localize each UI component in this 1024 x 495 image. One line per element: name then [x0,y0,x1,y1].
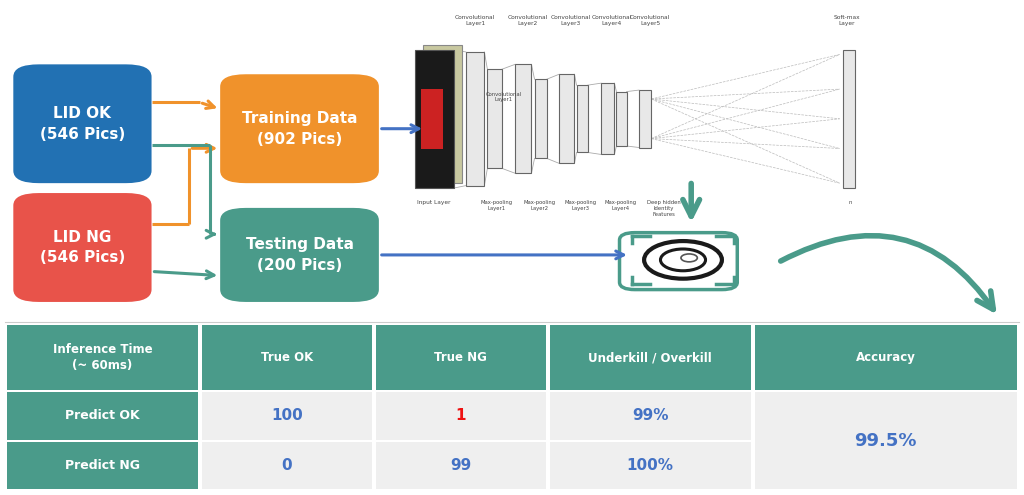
Bar [202,442,372,489]
Text: Underkill / Overkill: Underkill / Overkill [589,351,712,364]
Polygon shape [415,50,454,188]
Text: Inference Time
(~ 60ms): Inference Time (~ 60ms) [52,343,153,372]
Text: Deep hidden
Identity
Features: Deep hidden Identity Features [647,200,680,217]
Text: Max-pooling
Layer3: Max-pooling Layer3 [564,200,597,211]
Text: Testing Data
(200 Pics): Testing Data (200 Pics) [246,237,353,273]
Text: LID OK
(546 Pics): LID OK (546 Pics) [40,106,125,142]
Text: 99: 99 [451,458,471,473]
Bar [202,392,372,440]
Text: 1: 1 [456,408,466,423]
Bar [755,325,1017,390]
Bar [7,392,198,440]
Bar [616,92,627,146]
Polygon shape [423,45,462,183]
Bar [639,90,651,148]
Bar [601,83,614,154]
Bar [550,442,751,489]
Bar [421,89,443,148]
Text: Convolutional
Layer4: Convolutional Layer4 [591,15,632,26]
Text: Convolutional
Layer1: Convolutional Layer1 [455,15,496,26]
Text: True OK: True OK [260,351,313,364]
Bar [487,69,502,168]
Bar [559,74,574,163]
Text: 0: 0 [282,458,292,473]
Bar [376,442,546,489]
Bar [577,85,588,152]
Bar [466,52,484,186]
Bar [843,50,855,188]
Bar [376,325,546,390]
FancyBboxPatch shape [13,193,152,302]
Text: Convolutional
Layer2: Convolutional Layer2 [507,15,548,26]
Text: Max-pooling
Layer1: Max-pooling Layer1 [480,200,513,211]
Text: Training Data
(902 Pics): Training Data (902 Pics) [242,111,357,147]
Text: Convolutional
Layer5: Convolutional Layer5 [630,15,671,26]
Bar [7,442,198,489]
Bar [755,392,1017,489]
Bar [7,325,198,390]
Bar [550,392,751,440]
Text: Max-pooling
Layer4: Max-pooling Layer4 [604,200,637,211]
FancyBboxPatch shape [220,208,379,302]
Text: Accuracy: Accuracy [856,351,915,364]
Text: Input Layer: Input Layer [418,200,451,205]
Text: Convolutional
Layer1: Convolutional Layer1 [485,92,522,102]
Text: True NG: True NG [434,351,487,364]
FancyBboxPatch shape [13,64,152,183]
Bar [550,325,751,390]
FancyBboxPatch shape [220,74,379,183]
Text: 100%: 100% [627,458,674,473]
Bar [535,79,547,158]
Bar [376,392,546,440]
Text: Predict NG: Predict NG [65,459,140,472]
Text: Max-pooling
Layer2: Max-pooling Layer2 [523,200,556,211]
Text: 99%: 99% [632,408,669,423]
Text: 99.5%: 99.5% [854,432,918,449]
Text: n: n [848,200,852,205]
Bar [515,64,531,173]
Text: Soft-max
Layer: Soft-max Layer [834,15,860,26]
Bar [202,325,372,390]
Text: 100: 100 [270,408,303,423]
Text: Convolutional
Layer3: Convolutional Layer3 [550,15,591,26]
Text: LID NG
(546 Pics): LID NG (546 Pics) [40,230,125,265]
Text: Predict OK: Predict OK [66,409,139,422]
FancyBboxPatch shape [620,233,737,290]
